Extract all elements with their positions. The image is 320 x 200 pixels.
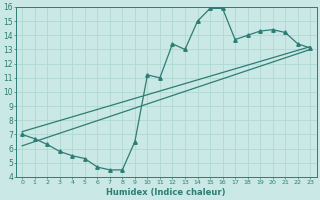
X-axis label: Humidex (Indice chaleur): Humidex (Indice chaleur) [107, 188, 226, 197]
